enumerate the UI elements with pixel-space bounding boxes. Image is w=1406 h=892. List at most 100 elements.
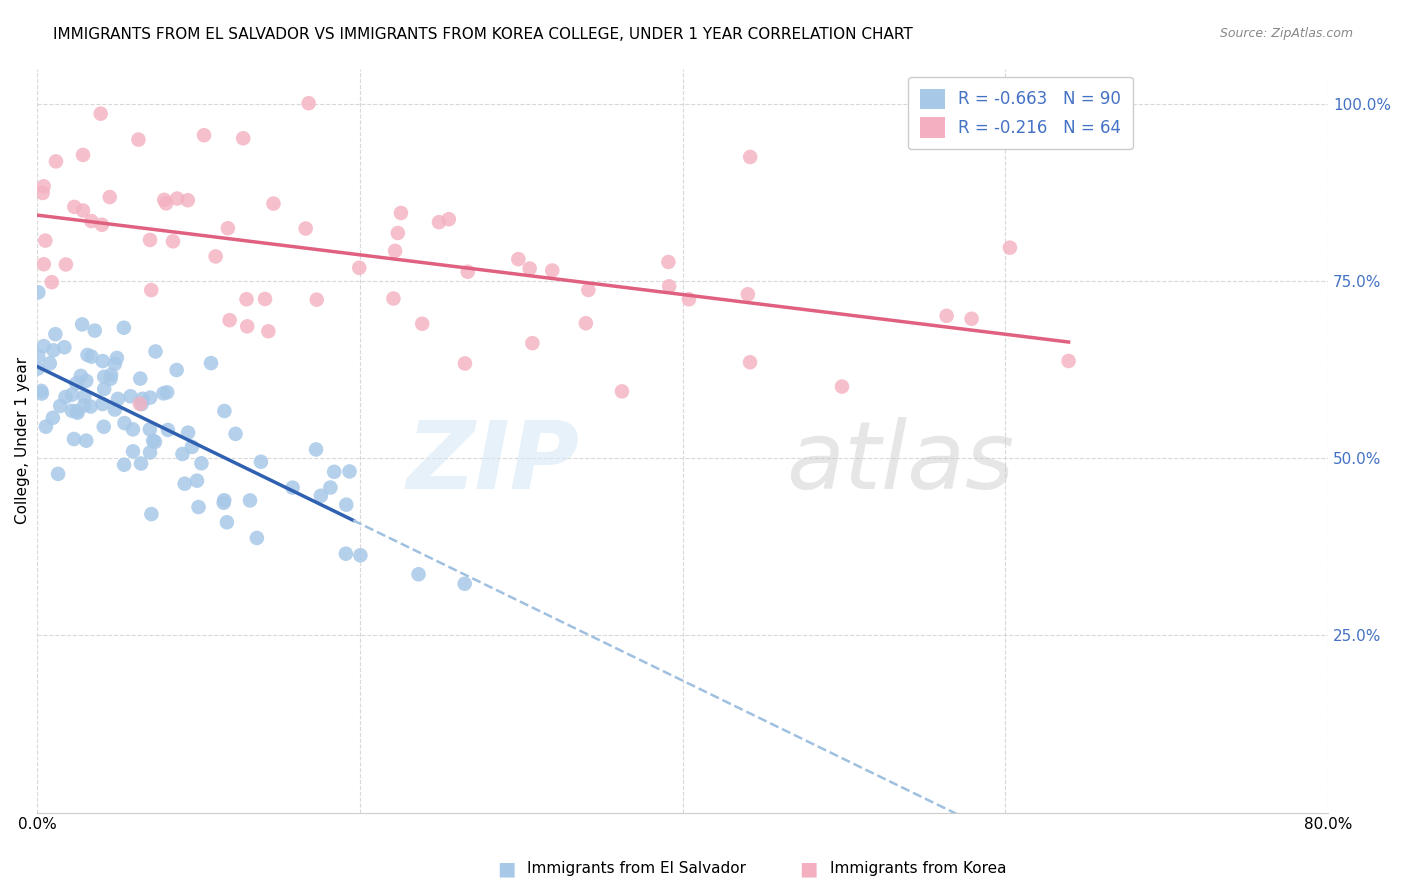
Point	[155, 196, 177, 211]
Y-axis label: College, Under 1 year: College, Under 1 year	[15, 357, 30, 524]
Point	[508, 252, 530, 266]
Point	[80, 214, 103, 228]
Text: Immigrants from El Salvador: Immigrants from El Salvador	[527, 862, 747, 876]
Point	[112, 458, 135, 472]
Point	[66, 404, 89, 418]
Point	[76, 348, 98, 362]
Point	[1057, 354, 1080, 368]
Point	[30, 384, 52, 398]
Point	[214, 404, 236, 418]
Point	[190, 456, 212, 470]
Point	[31, 386, 53, 401]
Point	[181, 440, 204, 454]
Point	[281, 481, 304, 495]
Point	[305, 293, 328, 307]
Point	[104, 402, 127, 417]
Point	[90, 218, 112, 232]
Point	[98, 190, 121, 204]
Point	[142, 434, 165, 448]
Point	[63, 200, 86, 214]
Point	[389, 206, 412, 220]
Point	[349, 260, 371, 275]
Legend: R = -0.663   N = 90, R = -0.216   N = 64: R = -0.663 N = 90, R = -0.216 N = 64	[908, 77, 1133, 149]
Point	[129, 457, 152, 471]
Point	[114, 416, 136, 430]
Text: Source: ZipAtlas.com: Source: ZipAtlas.com	[1219, 27, 1353, 40]
Point	[32, 257, 55, 271]
Point	[139, 391, 162, 405]
Point	[91, 397, 114, 411]
Point	[172, 447, 194, 461]
Point	[740, 150, 762, 164]
Point	[49, 399, 72, 413]
Point	[225, 426, 247, 441]
Point	[173, 476, 195, 491]
Point	[75, 434, 97, 448]
Point	[72, 148, 94, 162]
Point	[32, 179, 55, 194]
Point	[257, 324, 280, 338]
Point	[139, 445, 162, 459]
Point	[411, 317, 433, 331]
Point	[60, 404, 83, 418]
Point	[738, 355, 761, 369]
Point	[236, 319, 259, 334]
Point	[105, 351, 128, 365]
Point	[177, 425, 200, 440]
Point	[294, 221, 316, 235]
Point	[120, 389, 142, 403]
Point	[457, 265, 479, 279]
Point	[73, 389, 96, 403]
Point	[454, 356, 477, 370]
Point	[576, 283, 599, 297]
Point	[143, 434, 166, 449]
Point	[152, 386, 174, 401]
Point	[186, 474, 208, 488]
Point	[63, 432, 86, 446]
Point	[235, 292, 257, 306]
Point	[323, 465, 346, 479]
Point	[831, 379, 853, 393]
Point	[107, 392, 129, 406]
Point	[156, 385, 179, 400]
Point	[139, 233, 162, 247]
Point	[93, 382, 115, 396]
Point	[73, 399, 96, 413]
Point	[657, 255, 679, 269]
Point	[60, 387, 83, 401]
Point	[153, 193, 176, 207]
Point	[129, 397, 152, 411]
Point	[122, 422, 145, 436]
Point	[298, 96, 321, 111]
Point	[65, 376, 87, 391]
Point	[41, 275, 63, 289]
Point	[541, 263, 564, 277]
Point	[575, 316, 598, 330]
Point	[166, 363, 188, 377]
Point	[129, 371, 152, 385]
Point	[53, 340, 76, 354]
Point	[27, 361, 49, 376]
Point	[177, 193, 200, 207]
Point	[27, 349, 49, 363]
Point	[141, 507, 163, 521]
Point	[93, 419, 115, 434]
Point	[72, 203, 94, 218]
Point	[45, 154, 67, 169]
Point	[217, 221, 239, 235]
Text: IMMIGRANTS FROM EL SALVADOR VS IMMIGRANTS FROM KOREA COLLEGE, UNDER 1 YEAR CORRE: IMMIGRANTS FROM EL SALVADOR VS IMMIGRANT…	[53, 27, 912, 42]
Point	[232, 131, 254, 145]
Text: ■: ■	[496, 859, 516, 879]
Point	[100, 372, 122, 386]
Point	[263, 196, 285, 211]
Text: ZIP: ZIP	[406, 417, 579, 508]
Point	[145, 344, 167, 359]
Point	[658, 279, 681, 293]
Point	[437, 212, 460, 227]
Point	[305, 442, 328, 457]
Point	[339, 465, 361, 479]
Point	[454, 576, 477, 591]
Point	[100, 368, 122, 382]
Point	[31, 186, 53, 200]
Point	[193, 128, 215, 143]
